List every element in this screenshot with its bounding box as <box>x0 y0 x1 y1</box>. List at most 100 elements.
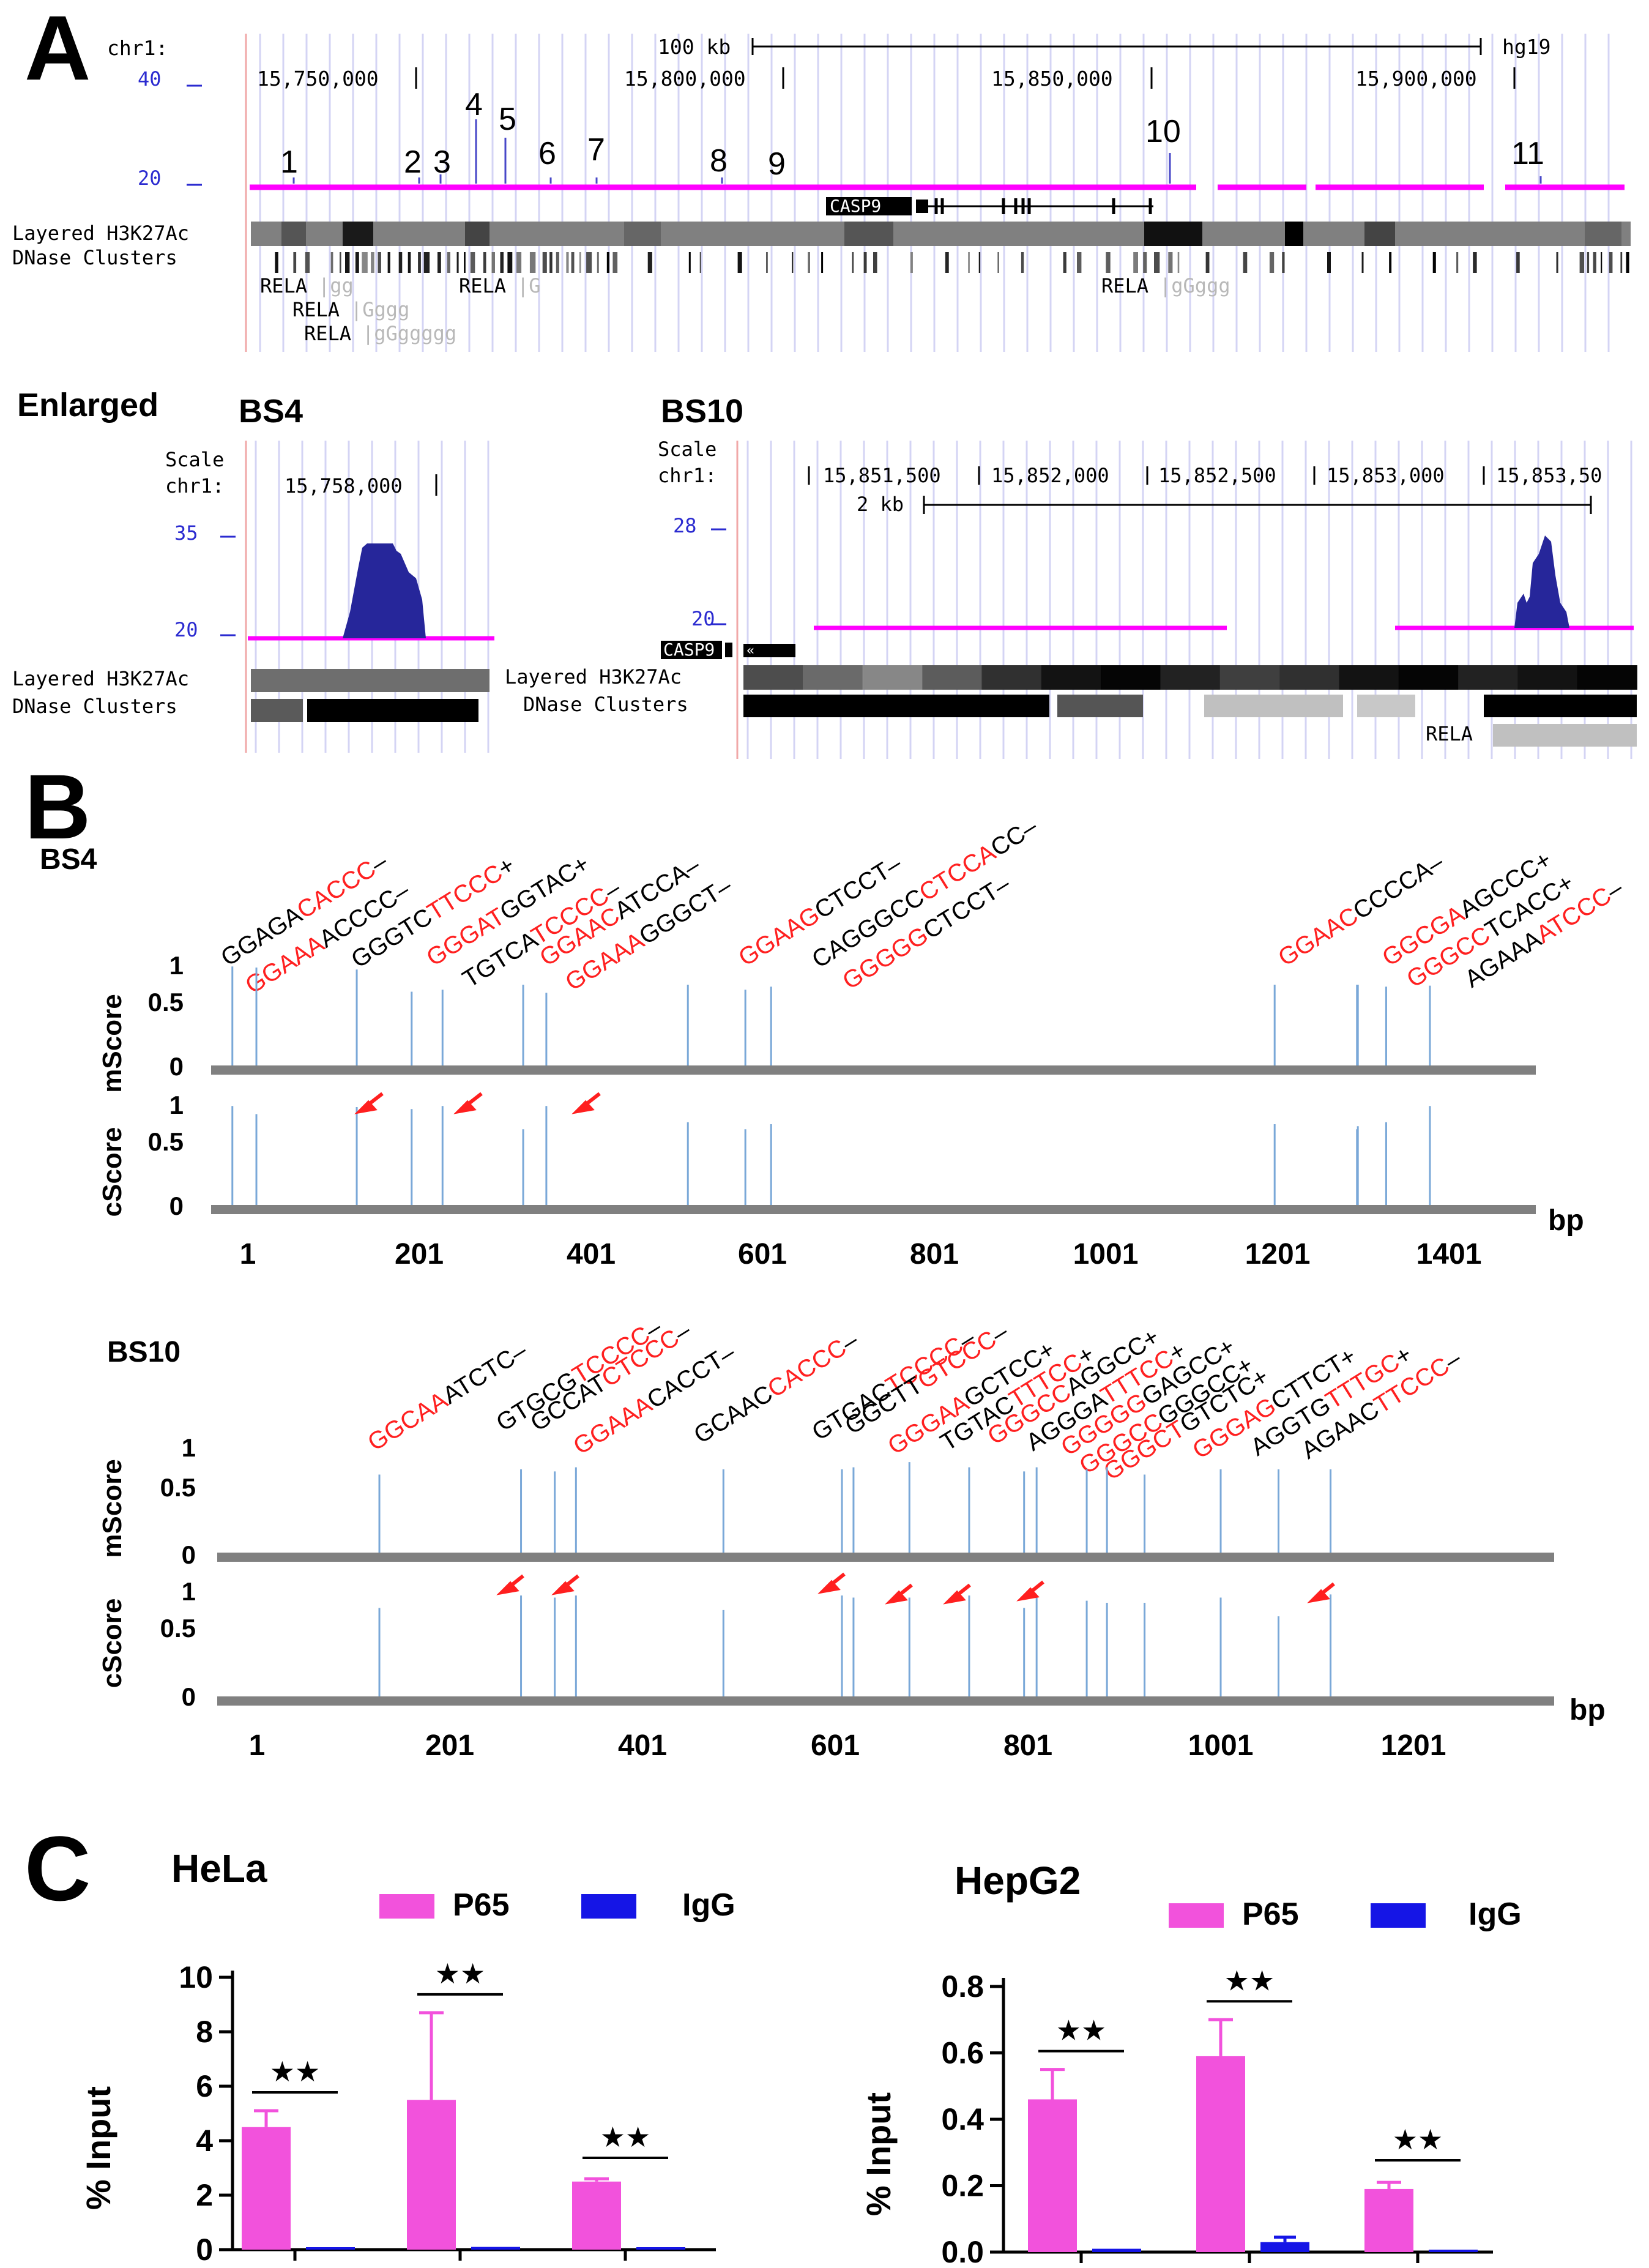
dnase-cluster <box>579 252 581 273</box>
rela-label: RELA <box>292 298 340 321</box>
dnase-cluster <box>1456 252 1459 273</box>
bs10-h3k27ac-band <box>1101 665 1161 690</box>
bar-igg-bs5 <box>1260 2242 1309 2252</box>
bs10-peak <box>1514 535 1569 628</box>
peak-label: 2 <box>404 144 422 180</box>
dnase-cluster <box>1587 252 1590 273</box>
bs4-track-label-dnase: DNase Clusters <box>12 695 177 718</box>
dnase-cluster <box>1243 252 1248 273</box>
dnase-cluster <box>1620 252 1623 273</box>
dnase-cluster <box>873 252 877 273</box>
browser-grid <box>259 34 1610 352</box>
bs10-h3k27ac-band <box>981 665 1042 690</box>
dnase-cluster <box>1063 252 1066 273</box>
rela-label: RELA <box>1101 274 1148 297</box>
y-tick-label: 0.0 <box>941 2235 984 2268</box>
bs10-dnase-cluster <box>1057 695 1143 717</box>
dnase-cluster <box>1143 252 1147 273</box>
gene-model-casp9: CASP9 <box>826 196 1153 216</box>
ytick-label: 1 <box>169 951 184 980</box>
y-tick-label: 0 <box>196 2233 213 2267</box>
bs10-y-hi: 28 <box>673 514 697 537</box>
peak-label: 6 <box>538 136 556 171</box>
rela-tail: |Gggg <box>351 298 409 321</box>
ytick-label: 1 <box>169 1091 184 1119</box>
red-arrow <box>1307 1582 1335 1603</box>
bs4-track-label-h3k27ac: Layered H3K27Ac <box>12 667 189 690</box>
bs10-h3k27ac-band <box>1041 665 1101 690</box>
bs4-mscore-label: mScore <box>97 994 127 1092</box>
bs10-track-label-dnase: DNase Clusters <box>523 693 688 716</box>
bs4-enlarged-title: BS4 <box>239 393 303 430</box>
bs4-h3k27ac-track <box>251 669 489 692</box>
bs10-scale: Scale <box>658 438 717 461</box>
dnase-cluster <box>766 252 768 273</box>
bs10-dnase-cluster <box>743 695 1049 717</box>
x-tick-label: BS4 <box>262 2264 327 2268</box>
dnase-cluster <box>1609 252 1613 273</box>
bs10-arrows <box>496 1572 1335 1605</box>
bs10-coord-1: 15,851,500 <box>823 464 941 487</box>
hela-ylabel: % Input <box>79 2086 117 2210</box>
ytick-label: 0.5 <box>160 1473 196 1502</box>
dnase-cluster <box>491 252 495 273</box>
dnase-cluster <box>1516 252 1520 273</box>
dnase-cluster <box>542 252 547 273</box>
hepg2-title: HepG2 <box>955 1859 1081 1903</box>
xtick-label: 1401 <box>1416 1238 1482 1270</box>
bs4-dnase-cluster <box>251 699 303 722</box>
bs4-cscore-label: cScore <box>97 1127 127 1217</box>
dnase-cluster <box>1626 252 1629 273</box>
dnase-cluster <box>447 252 450 273</box>
ytick-label: 0.5 <box>160 1614 196 1643</box>
ytick-label: 0.5 <box>148 1127 184 1156</box>
dnase-cluster <box>1593 252 1596 273</box>
dnase-cluster <box>500 252 504 273</box>
dnase-cluster <box>1601 252 1602 273</box>
bs10-h3k27ac-band <box>1160 665 1221 690</box>
browser-coord-3: 15,850,000 <box>991 67 1113 91</box>
bs10-rela-bar <box>1493 724 1637 747</box>
xtick-label: 1001 <box>1073 1238 1139 1270</box>
y-tick-label: 2 <box>196 2178 213 2212</box>
x-tick-label: BS10 <box>1376 2267 1459 2268</box>
xtick-label: 1001 <box>1188 1729 1254 1762</box>
red-arrow <box>453 1092 483 1114</box>
bs10-h3k27ac-band <box>1458 665 1519 690</box>
dnase-cluster <box>305 252 310 273</box>
bs10-dnase-cluster <box>1357 695 1415 717</box>
x-tick-label: BS5 <box>1217 2267 1281 2268</box>
hepg2-legend-igg-label: IgG <box>1468 1897 1522 1932</box>
bs10-h3k27ac-band <box>1219 665 1280 690</box>
hela-legend-igg-label: IgG <box>682 1887 735 1923</box>
h3k27ac-band <box>1585 222 1621 246</box>
dnase-cluster <box>387 252 390 273</box>
bs10-score-stems <box>378 1462 1332 1696</box>
bs10-yticks: 1 0.5 0 1 0.5 0 <box>160 1433 196 1711</box>
bs10-gene-exon <box>743 644 795 657</box>
dnase-cluster <box>571 252 575 273</box>
bs10-coord-5: 15,853,50 <box>1496 464 1602 487</box>
dnase-cluster <box>1269 252 1275 273</box>
significance-stars: ★★ <box>1393 2123 1443 2156</box>
enlarged-title: Enlarged <box>17 387 158 423</box>
dnase-cluster <box>362 252 368 273</box>
rela-label: RELA <box>304 322 351 345</box>
bs10-gene-label: CASP9 <box>663 640 715 660</box>
x-tick-label: BS4 <box>1049 2267 1113 2268</box>
hela-bars: BS4 ★★ BS5 ★★ BS10 ★★ <box>242 1957 685 2268</box>
xtick-label: 1 <box>249 1729 266 1762</box>
h3k27ac-band <box>1285 222 1303 246</box>
peak-label: 5 <box>499 102 516 137</box>
y-tick-label: 4 <box>196 2124 213 2158</box>
dnase-cluster <box>408 252 411 273</box>
browser-bs4: Scale chr1: 15,758,000 35 20 Layered H3K… <box>12 441 494 753</box>
hepg2-legend-p65-swatch <box>1169 1903 1224 1928</box>
bar-p65-bs10 <box>572 2181 621 2250</box>
ytick-label: 0.5 <box>148 988 184 1016</box>
dnase-cluster <box>340 252 341 273</box>
significance-stars: ★★ <box>435 1957 485 1990</box>
hela-legend-p65-swatch <box>379 1894 434 1919</box>
bs10-enlarged-title: BS10 <box>661 393 743 430</box>
hela-y-ticks: 0 2 4 6 8 10 <box>179 1960 233 2267</box>
